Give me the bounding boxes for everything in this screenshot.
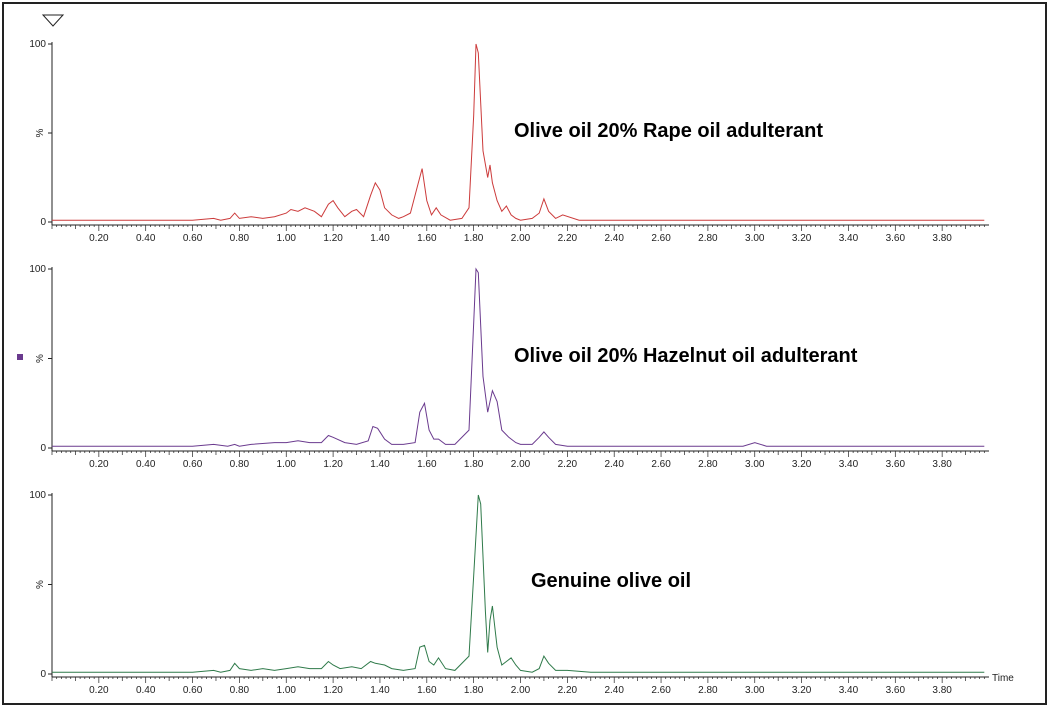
panels-group: 100% 0 0.20 0.40 0.60 0.80 1.00 1.20 1.40 1.60 1.8… <box>29 39 1014 696</box>
x-tick-label: 2.00 <box>511 685 531 696</box>
x-tick-label: 2.80 <box>698 233 718 244</box>
x-tick-label: 1.20 <box>323 459 343 470</box>
x-tick-label: 0.40 <box>136 233 156 244</box>
x-tick-label: 1.60 <box>417 233 437 244</box>
x-tick-label: 1.80 <box>464 233 484 244</box>
x-tick-label: 0.60 <box>183 233 203 244</box>
x-tick-label: 0.40 <box>136 685 156 696</box>
x-tick-label: 0.80 <box>230 459 250 470</box>
x-tick-label: 1.80 <box>464 459 484 470</box>
x-tick-label: 3.00 <box>745 459 765 470</box>
x-tick-label: 0.60 <box>183 459 203 470</box>
x-tick-label: 0.20 <box>89 233 109 244</box>
x-tick-label: 1.20 <box>323 233 343 244</box>
x-tick-label: 1.00 <box>277 685 297 696</box>
x-tick-label: 0.20 <box>89 459 109 470</box>
y-tick-label: % <box>35 580 46 589</box>
x-tick-label: 1.40 <box>370 685 390 696</box>
x-tick-label: 3.40 <box>839 233 859 244</box>
x-tick-label: 1.20 <box>323 685 343 696</box>
x-tick-label: 1.40 <box>370 459 390 470</box>
x-tick-label: 3.00 <box>745 233 765 244</box>
panel-3: 100% 0 0.20 0.40 0.60 0.80 1.00 1.20 1.40 1.60 1.8… <box>29 490 1014 696</box>
x-tick-label: 1.00 <box>277 233 297 244</box>
x-tick-label: 3.40 <box>839 685 859 696</box>
x-tick-label: 1.80 <box>464 685 484 696</box>
x-tick-label: 3.40 <box>839 459 859 470</box>
x-tick-label: 3.60 <box>886 685 906 696</box>
y-tick-label: 0 <box>40 669 46 680</box>
x-tick-label: 1.60 <box>417 685 437 696</box>
x-tick-label: 3.80 <box>932 233 952 244</box>
x-tick-label: 3.80 <box>932 459 952 470</box>
x-axis-label: Time <box>992 673 1014 684</box>
series-line <box>52 494 985 673</box>
y-tick-label: % <box>35 354 46 363</box>
panel-annotation: Olive oil 20% Hazelnut oil adulterant <box>514 345 858 367</box>
x-tick-label: 2.40 <box>604 233 624 244</box>
series-marker <box>17 354 23 360</box>
panel-2: 100% 0 0.20 0.40 0.60 0.80 1.00 1.20 1.40 1.60 1.8… <box>29 264 989 470</box>
series-line <box>52 43 985 221</box>
x-tick-label: 2.80 <box>698 459 718 470</box>
panel-1: 100% 0 0.20 0.40 0.60 0.80 1.00 1.20 1.40 1.60 1.8… <box>29 39 989 244</box>
x-tick-label: 3.20 <box>792 685 812 696</box>
x-tick-label: 1.40 <box>370 233 390 244</box>
x-tick-label: 2.60 <box>651 459 671 470</box>
x-tick-label: 3.60 <box>886 233 906 244</box>
x-tick-label: 0.60 <box>183 685 203 696</box>
y-tick-label: 0 <box>40 443 46 454</box>
panel-annotation: Genuine olive oil <box>531 570 691 592</box>
x-tick-label: 2.60 <box>651 233 671 244</box>
x-tick-label: 3.20 <box>792 459 812 470</box>
x-tick-label: 0.40 <box>136 459 156 470</box>
x-tick-label: 1.00 <box>277 459 297 470</box>
x-tick-label: 2.20 <box>558 233 578 244</box>
y-tick-label: 100 <box>29 490 46 501</box>
y-tick-label: 100 <box>29 39 46 50</box>
x-tick-label: 2.60 <box>651 685 671 696</box>
x-tick-label: 2.40 <box>604 685 624 696</box>
scan-marker-icon <box>41 14 65 27</box>
x-tick-label: 0.80 <box>230 233 250 244</box>
y-tick-label: 100 <box>29 264 46 275</box>
x-tick-label: 0.20 <box>89 685 109 696</box>
x-tick-label: 2.40 <box>604 459 624 470</box>
x-tick-label: 2.80 <box>698 685 718 696</box>
y-tick-label: % <box>35 128 46 137</box>
x-tick-label: 3.00 <box>745 685 765 696</box>
x-tick-label: 2.00 <box>511 459 531 470</box>
y-tick-label: 0 <box>40 217 46 228</box>
x-tick-label: 2.20 <box>558 685 578 696</box>
panel-annotation: Olive oil 20% Rape oil adulterant <box>514 120 823 142</box>
x-tick-label: 3.80 <box>932 685 952 696</box>
x-tick-label: 3.20 <box>792 233 812 244</box>
x-tick-label: 2.20 <box>558 459 578 470</box>
x-tick-label: 0.80 <box>230 685 250 696</box>
series-line <box>52 267 985 447</box>
x-tick-label: 1.60 <box>417 459 437 470</box>
x-tick-label: 2.00 <box>511 233 531 244</box>
x-tick-label: 3.60 <box>886 459 906 470</box>
